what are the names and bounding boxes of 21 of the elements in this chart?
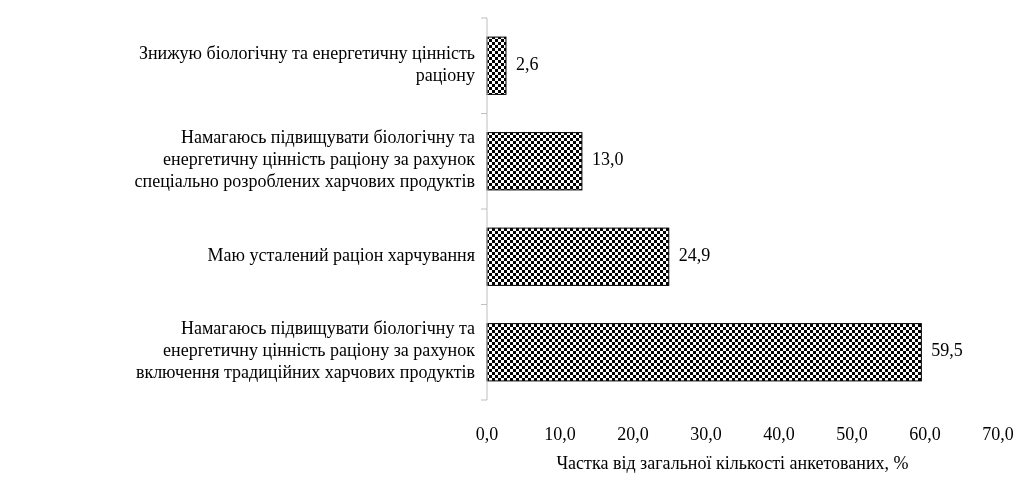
- data-label: 59,5: [931, 340, 963, 361]
- x-tick-label: 60,0: [909, 424, 941, 445]
- bar: [486, 36, 507, 95]
- y-tick-label: Знижую біологічну та енергетичну цінність раціону: [138, 42, 475, 85]
- bar: [486, 227, 670, 286]
- y-tick-label: Намагаюсь підвищувати біологічну та енергетичну цінність раціону за рахунок включення традиційних харчових продуктів: [135, 318, 476, 383]
- y-tick-label: Намагаюсь підвищувати біологічну та енергетичну цінність раціону за рахунок спеціально розроблених харчових продуктів: [134, 127, 476, 192]
- x-tick-label: 10,0: [544, 424, 576, 445]
- x-tick-label: 70,0: [982, 424, 1014, 445]
- data-label: 13,0: [591, 149, 624, 170]
- x-tick-label: 30,0: [690, 424, 722, 445]
- data-label: 2,6: [515, 53, 539, 74]
- x-tick-label: 20,0: [617, 424, 649, 445]
- x-tick-label: 40,0: [763, 424, 795, 445]
- x-tick-label: 0,0: [475, 424, 499, 445]
- x-tick-label: 50,0: [836, 424, 868, 445]
- bar: [486, 323, 922, 382]
- x-axis-title: Частка від загальної кількості анкетованих, %: [556, 453, 909, 474]
- y-tick-label: Маю усталений раціон харчування: [207, 244, 475, 265]
- bar: [486, 132, 583, 191]
- data-label: 24,9: [678, 244, 711, 265]
